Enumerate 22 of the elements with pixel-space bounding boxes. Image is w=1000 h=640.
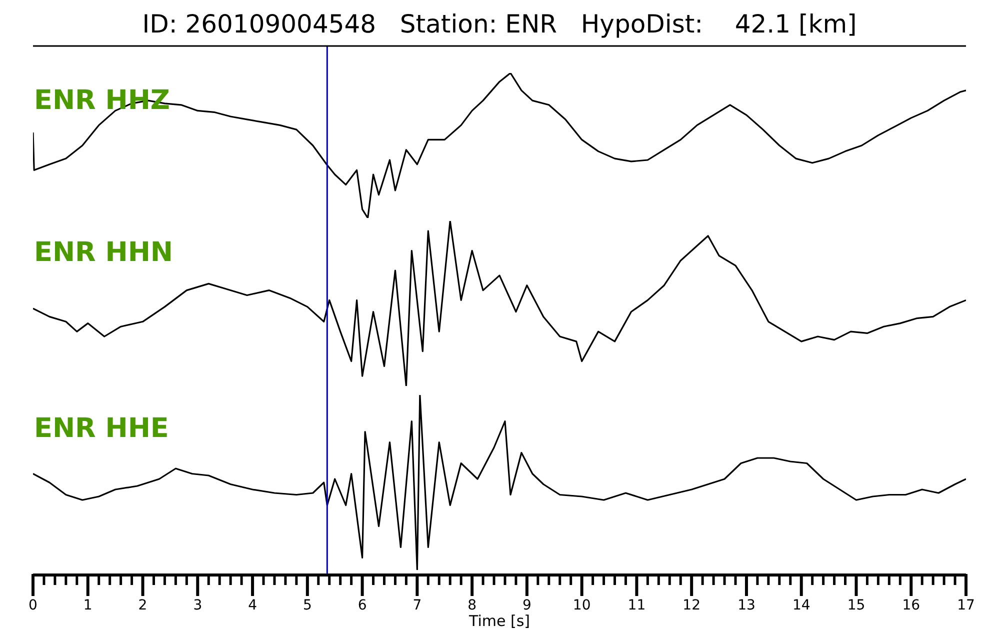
- x-tick-label: 9: [522, 598, 532, 614]
- series-label: ENR HHE: [34, 413, 169, 444]
- series-label: ENR HHN: [34, 237, 174, 268]
- x-tick-label: 6: [358, 598, 367, 614]
- x-tick-label: 7: [412, 598, 422, 614]
- x-tick-label: 10: [572, 598, 591, 614]
- x-tick-label: 2: [138, 598, 148, 614]
- x-tick-label: 0: [28, 598, 38, 614]
- x-tick-label: 11: [628, 598, 646, 614]
- chart-title: ID: 260109004548 Station: ENR HypoDist: 42.1 [km]: [142, 10, 857, 38]
- x-tick-label: 14: [792, 598, 810, 614]
- x-tick-label: 3: [193, 598, 202, 614]
- x-tick-label: 12: [682, 598, 700, 614]
- x-tick-label: 4: [248, 598, 258, 614]
- x-tick-label: 13: [738, 598, 756, 614]
- x-axis-title: Time [s]: [468, 612, 530, 630]
- x-tick-label: 15: [847, 598, 866, 614]
- x-tick-label: 16: [902, 598, 920, 614]
- x-tick-label: 17: [957, 598, 975, 614]
- x-tick-label: 5: [302, 598, 312, 614]
- x-tick-label: 8: [468, 598, 477, 614]
- x-tick-label: 1: [83, 598, 92, 614]
